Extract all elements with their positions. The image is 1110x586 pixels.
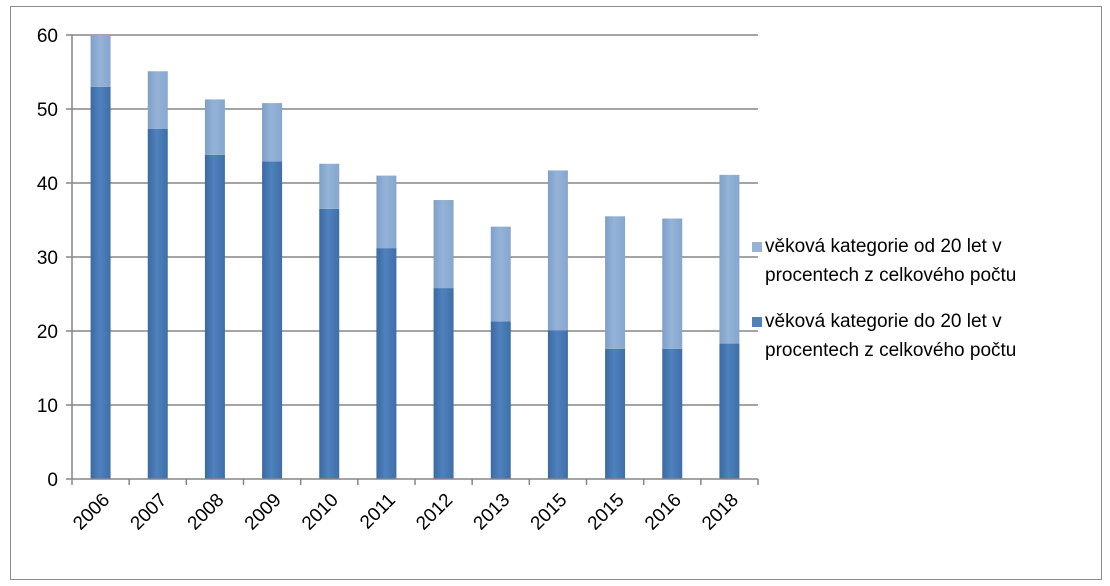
- legend-item-do-20: věková kategorie do 20 let v procentech …: [752, 307, 1102, 365]
- bar-do-20-2011: [376, 248, 397, 479]
- x-tick-label: 2015: [527, 490, 572, 535]
- legend-item-od-20: věková kategorie od 20 let v procentech …: [752, 232, 1102, 290]
- bar-do-20-2006: [90, 86, 111, 480]
- bar-do-20-2015: [605, 348, 626, 479]
- bar-do-20-2010: [319, 208, 340, 479]
- legend-swatch-do-20: [752, 317, 762, 327]
- bar-od-20-2018: [719, 174, 740, 344]
- bar-od-20-2015: [605, 216, 626, 349]
- bar-od-20-2009: [262, 103, 283, 162]
- bar-do-20-2008: [204, 154, 225, 479]
- bars: [90, 35, 740, 480]
- y-tick-label: 30: [37, 248, 58, 269]
- axes: [66, 34, 759, 485]
- y-tick-label: 10: [37, 396, 58, 417]
- x-tick-label: 2010: [298, 490, 343, 535]
- bar-od-20-2010: [319, 163, 340, 209]
- bar-do-20-2013: [490, 321, 511, 479]
- x-tick-label: 2011: [356, 490, 400, 534]
- legend-label-do-20-line-2: procentech z celkového počtu: [765, 340, 1017, 361]
- bar-od-20-2013: [490, 226, 511, 322]
- gridlines: [72, 34, 758, 406]
- y-tick-label: 50: [37, 100, 58, 121]
- x-tick-labels: 2006 2007 2008 2009 2010 2011 2012 2013 2015 2015…: [69, 490, 743, 535]
- bar-od-20-2015: [547, 170, 568, 331]
- y-tick-label: 0: [47, 470, 58, 491]
- bar-od-20-2007: [147, 71, 168, 129]
- x-tick-label: 2012: [412, 490, 457, 535]
- y-tick-label: 40: [37, 174, 58, 195]
- y-tick-label: 20: [37, 322, 58, 343]
- bar-do-20-2018: [719, 343, 740, 479]
- x-tick-label: 2008: [184, 490, 229, 535]
- bar-do-20-2007: [147, 128, 168, 480]
- bar-do-20-2012: [433, 288, 454, 479]
- y-tick-label: 60: [37, 26, 58, 47]
- legend: věková kategorie od 20 let v procentech …: [752, 232, 1102, 382]
- x-tick-label: 2018: [698, 490, 743, 535]
- x-tick-label: 2006: [69, 490, 114, 535]
- x-tick-label: 2009: [241, 490, 286, 535]
- bar-od-20-2006: [90, 35, 111, 87]
- bar-od-20-2016: [662, 218, 683, 349]
- bar-do-20-2009: [262, 161, 283, 480]
- x-tick-label: 2007: [127, 490, 172, 535]
- bar-od-20-2008: [204, 99, 225, 155]
- bar-od-20-2012: [433, 200, 454, 289]
- x-tick-label: 2015: [584, 490, 629, 535]
- legend-label-do-20-line-1: věková kategorie do 20 let v: [765, 311, 1002, 332]
- y-tick-labels: 0 10 20 30 40 50 60: [37, 26, 58, 491]
- bar-od-20-2011: [376, 175, 397, 249]
- legend-label-od-20-line-1: věková kategorie od 20 let v: [765, 236, 1002, 257]
- bar-do-20-2016: [662, 348, 683, 479]
- bar-do-20-2015: [547, 330, 568, 479]
- x-tick-label: 2013: [470, 490, 515, 535]
- legend-swatch-od-20: [752, 242, 762, 252]
- legend-label-od-20-line-2: procentech z celkového počtu: [765, 265, 1017, 286]
- x-tick-label: 2016: [641, 490, 686, 535]
